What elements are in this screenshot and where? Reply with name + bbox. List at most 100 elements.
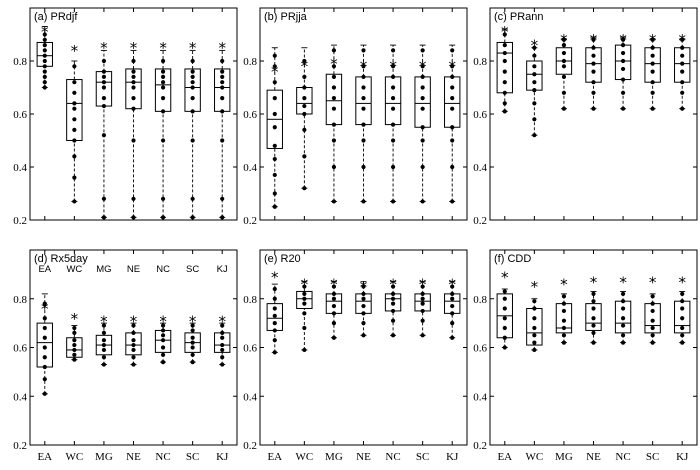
panel-title: (d) Rx5day [34,253,88,265]
x-tick-label: NC [385,451,400,463]
data-point [131,330,136,335]
box-SC: * [414,44,431,204]
data-point [72,325,77,331]
data-point [561,325,567,331]
data-point [190,85,195,90]
y-tick-label: 0.8 [473,56,487,68]
box-NC: * [384,276,402,338]
data-point [42,48,47,53]
data-point [591,299,596,304]
data-point [591,316,596,321]
data-point [420,284,425,289]
data-point [302,325,307,331]
data-point [450,296,455,301]
data-point [131,80,136,85]
data-point [680,45,685,50]
data-point [190,96,195,101]
data-point [160,352,166,357]
data-point [620,58,626,64]
data-point [420,199,425,204]
data-point [272,125,277,130]
data-point [72,357,77,362]
data-point [72,106,77,111]
box-MG: * [325,44,343,204]
data-point [420,48,425,53]
data-point [42,391,47,396]
header-label: KJ [217,264,228,275]
data-point [361,311,366,316]
mean-marker: * [531,36,539,54]
data-point [331,284,337,289]
box-NC: * [614,273,632,345]
data-point [101,74,107,79]
data-point [361,199,366,204]
data-point [331,74,337,79]
data-point [650,318,655,323]
y-tick-label: 0.8 [473,294,487,306]
data-point [450,138,455,143]
data-point [561,43,567,48]
data-point [680,53,685,58]
data-point [680,299,685,304]
data-point [42,301,47,306]
data-point [390,64,396,69]
panel-title: (b) PRjja [264,11,308,23]
panel-6: (f) CDD 0.2 0.4 0.6 0.8 EA WC MG NE NC SC KJ * * * * * * * [473,249,698,463]
mean-marker: * [330,276,338,294]
data-point [101,338,107,343]
mean-marker: * [619,273,627,291]
data-point [361,284,366,289]
data-point [502,335,507,340]
x-tick-label: NC [615,451,630,463]
data-point [42,335,47,340]
data-point [72,154,77,159]
y-tick-label: 0.2 [243,215,257,227]
data-point [620,306,626,311]
mean-marker: * [448,58,456,76]
data-point [42,85,47,90]
data-point [390,96,396,101]
data-point [502,69,507,74]
data-point [331,199,337,204]
data-point [680,316,685,321]
x-tick-label: WC [295,451,313,463]
data-point [101,69,107,74]
data-point [502,50,507,56]
data-point [190,360,195,365]
y-tick-label: 0.2 [13,215,27,227]
data-point [390,138,396,143]
data-point [302,301,307,306]
data-point [272,80,277,85]
mean-marker: * [41,300,49,318]
data-point [390,199,396,204]
data-point [42,69,47,74]
mean-marker: * [678,273,686,291]
data-point [220,362,225,367]
data-point [390,74,396,79]
data-point [620,90,626,95]
data-point [620,316,626,321]
data-point [42,316,47,321]
data-point [420,301,425,306]
data-point [160,69,166,74]
mean-marker: * [389,276,397,294]
data-point [42,53,47,58]
mean-marker: * [71,310,79,328]
data-point [220,347,225,353]
data-point [620,77,626,82]
data-point [272,111,277,117]
box-iqr [585,303,602,331]
data-point [680,37,685,42]
data-point [561,340,567,345]
data-point [272,313,277,318]
data-point [591,340,596,345]
data-point [591,61,596,66]
data-point [302,85,307,90]
mean-marker: * [159,39,167,57]
mean-marker: * [360,58,368,76]
y-tick-label: 0.4 [13,162,27,174]
box-iqr [296,87,313,115]
data-point [680,306,685,311]
y-tick-label: 0.8 [243,56,257,68]
